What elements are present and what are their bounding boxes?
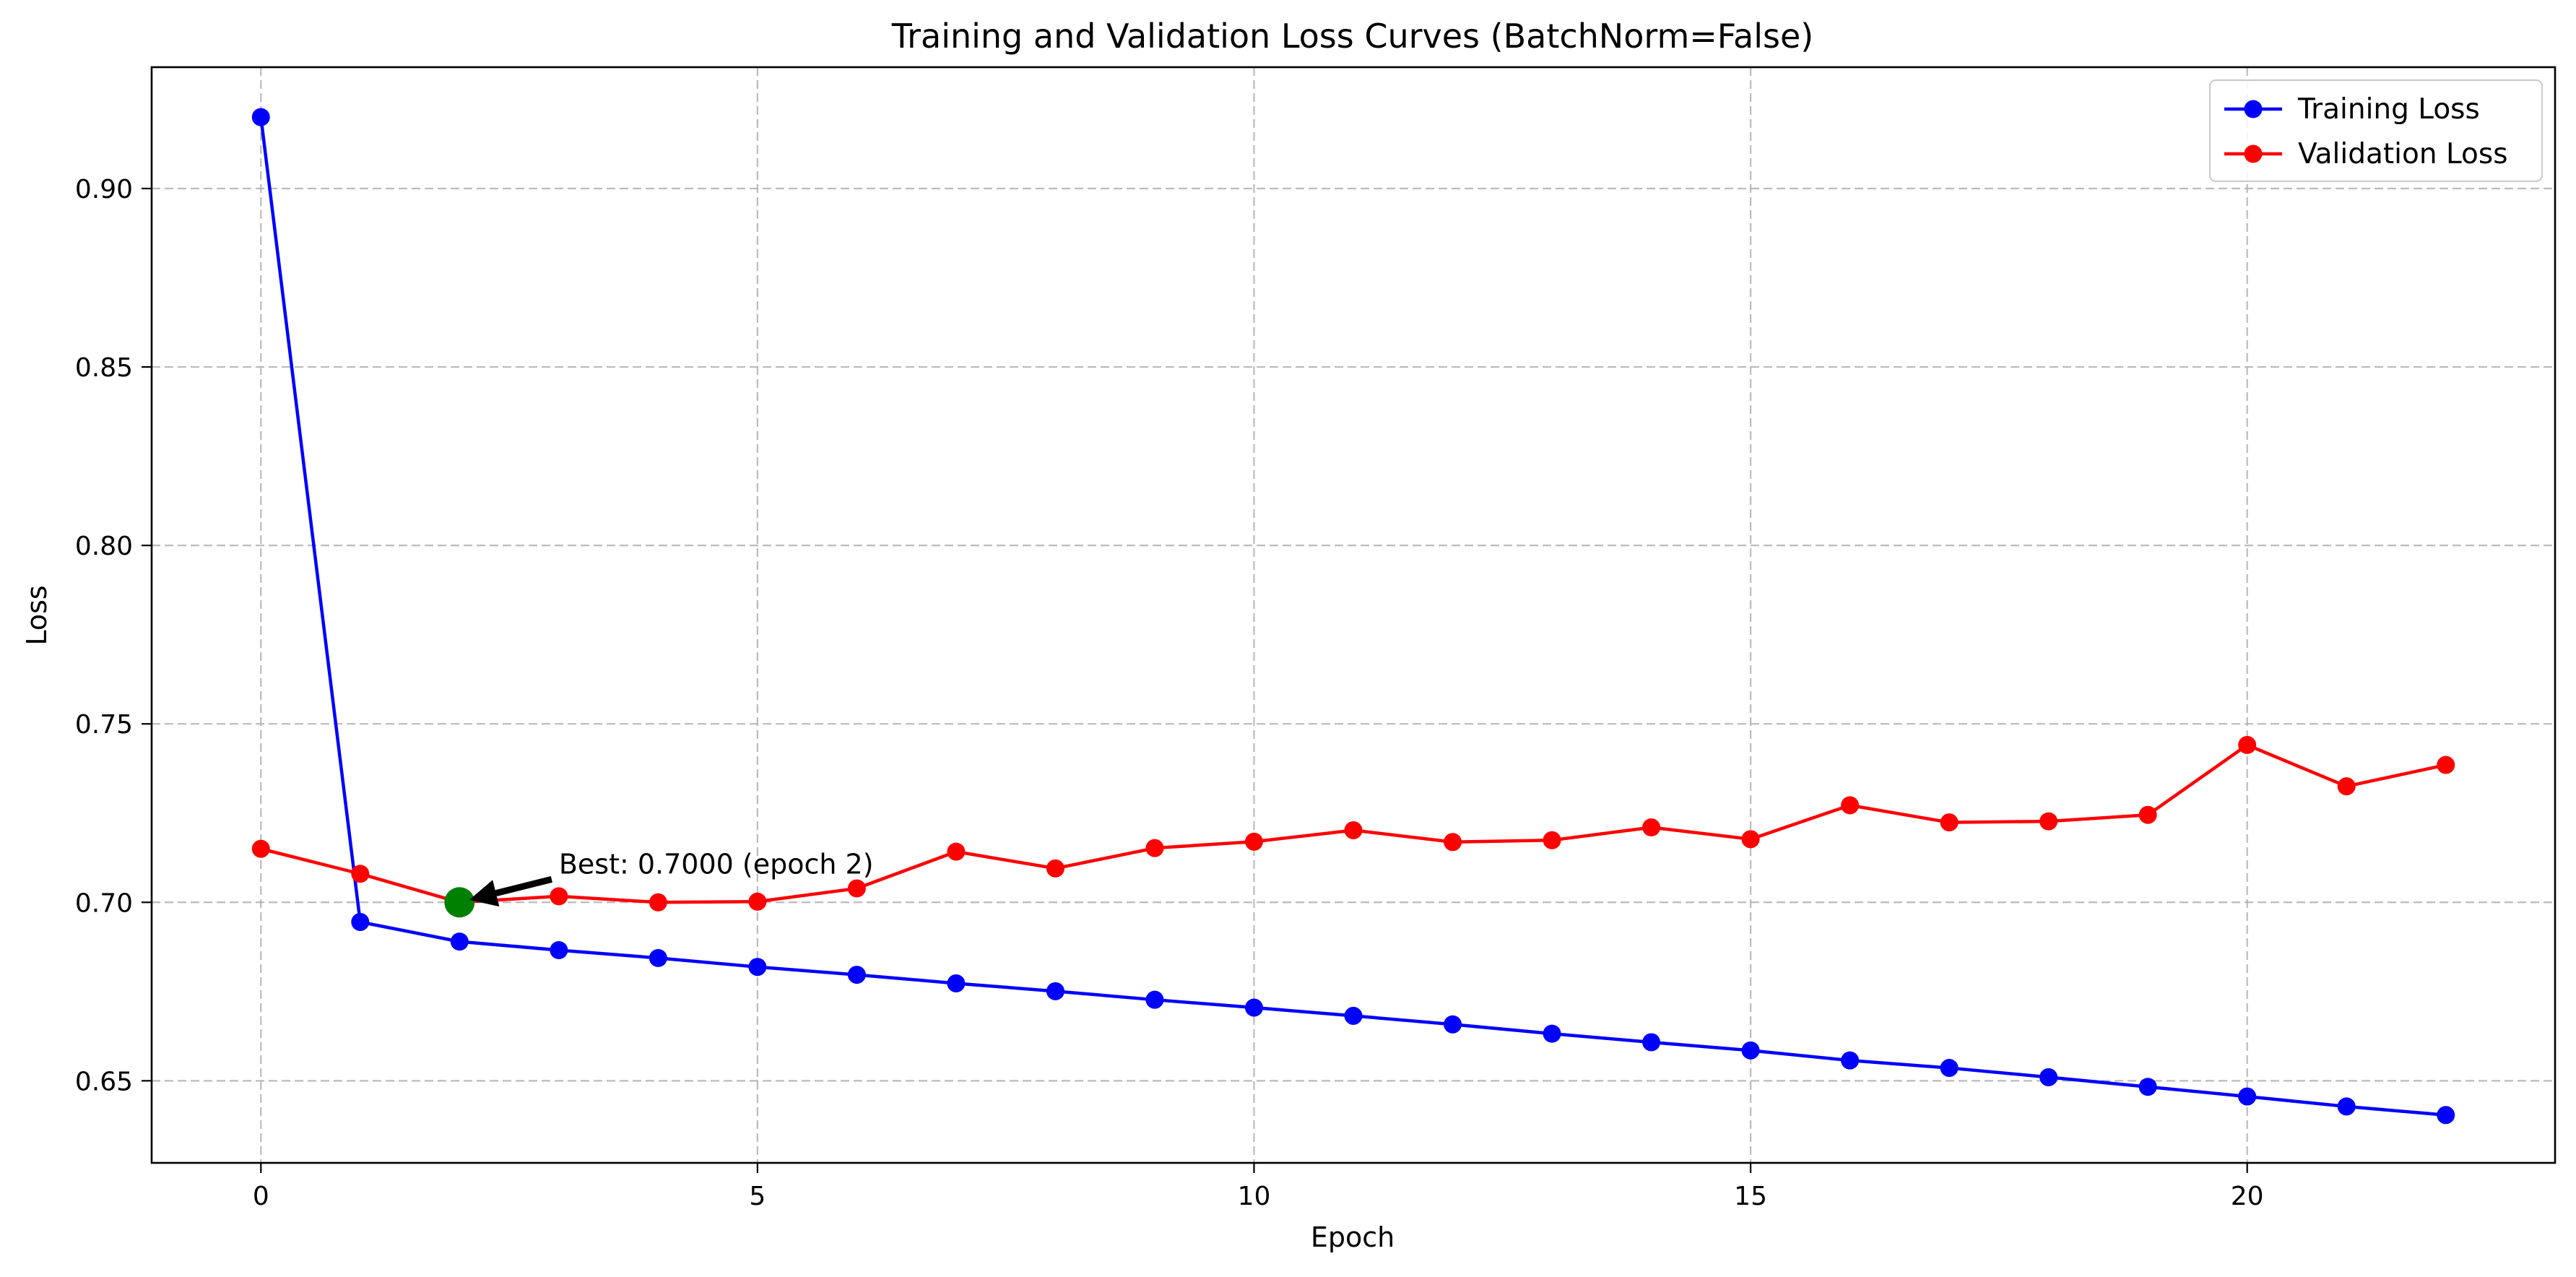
series-point-0 [1741, 1041, 1760, 1060]
annotation-text: Best: 0.7000 (epoch 2) [559, 848, 874, 880]
x-tick-label: 15 [1734, 1182, 1767, 1211]
series-point-0 [1642, 1033, 1661, 1052]
y-axis-title: Loss [21, 585, 53, 645]
series-point-1 [1940, 813, 1959, 832]
series-point-1 [2437, 756, 2455, 774]
ticks: 0 5 10 15 20 0.65 0.70 0.75 0.80 0.85 0.90 [75, 175, 2264, 1211]
series-point-0 [2337, 1097, 2356, 1116]
y-tick-label: 0.70 [75, 888, 133, 918]
y-tick-label: 0.90 [75, 175, 133, 204]
annotation-arrow-shaft [495, 876, 552, 897]
series-point-0 [1940, 1059, 1959, 1078]
series-point-1 [2138, 805, 2157, 824]
series-point-1 [351, 865, 370, 883]
legend-label-0: Training Loss [2297, 93, 2480, 126]
series-point-1 [1543, 831, 1561, 849]
chart-title: Training and Validation Loss Curves (Bat… [891, 17, 1813, 56]
y-tick-label: 0.75 [75, 710, 133, 740]
series-point-1 [2039, 812, 2058, 831]
series-point-0 [1444, 1015, 1462, 1034]
series-point-1 [1642, 818, 1661, 837]
series-point-1 [649, 893, 667, 912]
series-point-1 [1145, 839, 1164, 857]
series-point-1 [748, 892, 767, 911]
series-point-0 [1046, 982, 1064, 1000]
series-point-0 [2437, 1106, 2455, 1125]
y-tick-label: 0.80 [75, 532, 133, 561]
series-point-1 [847, 879, 866, 898]
best-point-marker [444, 887, 475, 918]
series-point-1 [1841, 796, 1860, 815]
series-point-1 [251, 839, 270, 858]
x-tick-label: 20 [2231, 1182, 2264, 1211]
series-point-0 [1841, 1051, 1860, 1070]
y-tick-label: 0.65 [75, 1067, 133, 1096]
series-point-0 [748, 958, 767, 977]
series-point-0 [251, 108, 270, 126]
series-point-0 [847, 966, 866, 984]
plot-frame [150, 66, 2557, 1164]
series-point-0 [1543, 1024, 1561, 1043]
series-point-1 [947, 842, 966, 861]
series-point-0 [649, 948, 667, 967]
x-tick-label: 0 [253, 1182, 269, 1211]
series-point-0 [1344, 1006, 1363, 1025]
legend-marker-0 [2244, 100, 2263, 118]
legend: Training Loss Validation Loss [2208, 79, 2544, 183]
series-point-1 [1741, 830, 1760, 849]
series-point-1 [550, 887, 568, 906]
series-point-0 [2039, 1068, 2058, 1086]
y-tick-label: 0.85 [75, 353, 133, 383]
series-point-0 [550, 940, 568, 959]
series-point-0 [351, 912, 370, 931]
series-point-1 [2238, 735, 2257, 754]
series-point-0 [1244, 998, 1263, 1017]
series-point-1 [1244, 832, 1263, 851]
legend-label-1: Validation Loss [2298, 138, 2508, 170]
x-tick-label: 5 [749, 1182, 766, 1211]
series-point-1 [2337, 777, 2356, 796]
series-point-0 [947, 974, 966, 992]
series-point-1 [1046, 859, 1064, 878]
series-point-1 [1444, 833, 1462, 852]
series-point-0 [2138, 1078, 2157, 1096]
annotation-arrow-head [469, 880, 500, 907]
series-point-0 [450, 932, 469, 951]
series-point-0 [1145, 990, 1164, 1009]
series-point-0 [2238, 1087, 2257, 1106]
series-point-1 [1344, 821, 1363, 839]
legend-marker-1 [2244, 144, 2263, 163]
series-layer [251, 108, 2455, 1125]
annotation-layer: Best: 0.7000 (epoch 2) [444, 848, 874, 918]
x-tick-label: 10 [1238, 1182, 1271, 1211]
x-axis-title: Epoch [1311, 1221, 1395, 1253]
legend-box [2208, 79, 2544, 183]
